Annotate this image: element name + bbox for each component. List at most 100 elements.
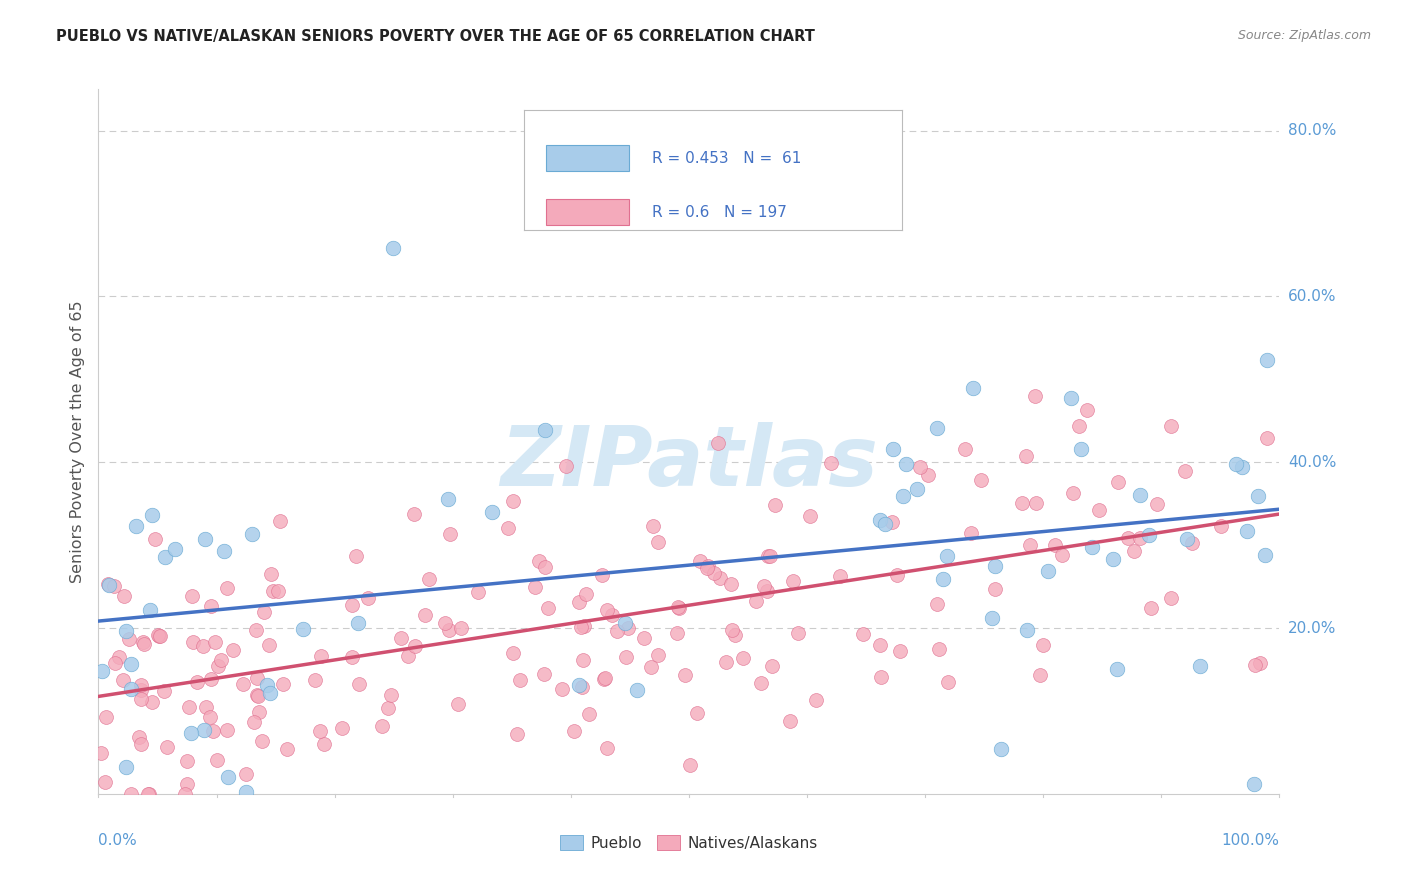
Text: PUEBLO VS NATIVE/ALASKAN SENIORS POVERTY OVER THE AGE OF 65 CORRELATION CHART: PUEBLO VS NATIVE/ALASKAN SENIORS POVERTY… <box>56 29 815 44</box>
Point <box>340 599 363 613</box>
Point <box>207 658 229 673</box>
Point <box>222 642 245 657</box>
Point <box>1174 464 1197 478</box>
Point <box>141 695 163 709</box>
Point <box>568 595 591 609</box>
Point <box>377 701 399 715</box>
Point <box>94 710 117 724</box>
Point <box>232 677 254 691</box>
Point <box>152 683 174 698</box>
Point <box>502 646 524 660</box>
Point <box>1247 489 1270 503</box>
Point <box>555 458 578 473</box>
Point <box>534 423 557 437</box>
Point <box>256 678 278 692</box>
Point <box>891 489 914 503</box>
Point <box>696 558 718 573</box>
Point <box>311 648 333 663</box>
Point <box>389 631 412 645</box>
Point <box>591 568 613 582</box>
Point <box>756 583 779 598</box>
Point <box>782 574 804 589</box>
Point <box>1088 503 1111 517</box>
Point <box>869 638 891 652</box>
Point <box>1189 659 1212 673</box>
Point <box>207 753 229 767</box>
Point <box>292 622 315 636</box>
Point <box>596 741 619 756</box>
Point <box>276 742 298 756</box>
Point <box>569 620 592 634</box>
Point <box>606 624 628 639</box>
Text: ZIPatlas: ZIPatlas <box>501 422 877 503</box>
Point <box>962 381 984 395</box>
Point <box>852 626 875 640</box>
Point <box>1243 777 1265 791</box>
Point <box>1244 658 1267 673</box>
Point <box>1011 496 1033 510</box>
Point <box>1209 519 1232 533</box>
Point <box>614 650 637 665</box>
Point <box>593 672 616 686</box>
Point <box>91 664 114 678</box>
Point <box>596 603 619 617</box>
Point <box>308 723 330 738</box>
Point <box>259 566 281 581</box>
Text: 100.0%: 100.0% <box>1222 832 1279 847</box>
Point <box>905 482 928 496</box>
Point <box>925 421 948 435</box>
Point <box>617 622 640 636</box>
Point <box>1137 528 1160 542</box>
Text: 40.0%: 40.0% <box>1288 455 1336 470</box>
Point <box>450 622 472 636</box>
Point <box>686 706 709 721</box>
Point <box>180 726 202 740</box>
Point <box>1032 638 1054 652</box>
Point <box>153 550 176 565</box>
Point <box>889 644 911 658</box>
Point <box>527 554 550 568</box>
Point <box>917 468 939 483</box>
Point <box>240 526 263 541</box>
Point <box>799 509 821 524</box>
Text: 80.0%: 80.0% <box>1288 123 1336 138</box>
Text: 0.0%: 0.0% <box>98 832 138 847</box>
Point <box>349 677 371 691</box>
Point <box>467 584 489 599</box>
Point <box>143 532 166 546</box>
Point <box>1014 449 1036 463</box>
Point <box>600 607 623 622</box>
Point <box>136 787 159 801</box>
Point <box>434 615 457 630</box>
Point <box>129 683 152 698</box>
Point <box>111 673 134 687</box>
Point <box>134 637 156 651</box>
Text: Source: ZipAtlas.com: Source: ZipAtlas.com <box>1237 29 1371 42</box>
Point <box>156 739 179 754</box>
Point <box>1019 538 1042 552</box>
Point <box>955 442 977 457</box>
Point <box>1139 601 1161 615</box>
Point <box>148 628 170 642</box>
Point <box>118 632 141 646</box>
Point <box>1050 548 1073 562</box>
Point <box>1070 442 1092 456</box>
Point <box>830 569 852 583</box>
Point <box>446 697 468 711</box>
Point <box>886 567 908 582</box>
Point <box>984 582 1007 596</box>
Point <box>626 683 648 698</box>
Point <box>641 519 664 533</box>
Point <box>347 616 370 631</box>
Point <box>217 723 239 737</box>
Point <box>568 678 591 692</box>
Point <box>257 638 280 652</box>
Point <box>1175 532 1198 546</box>
Point <box>200 599 222 614</box>
Point <box>1025 495 1047 509</box>
Point <box>751 676 773 690</box>
Point <box>1045 538 1067 552</box>
Point <box>149 629 172 643</box>
Point <box>1107 662 1129 676</box>
Point <box>523 580 546 594</box>
